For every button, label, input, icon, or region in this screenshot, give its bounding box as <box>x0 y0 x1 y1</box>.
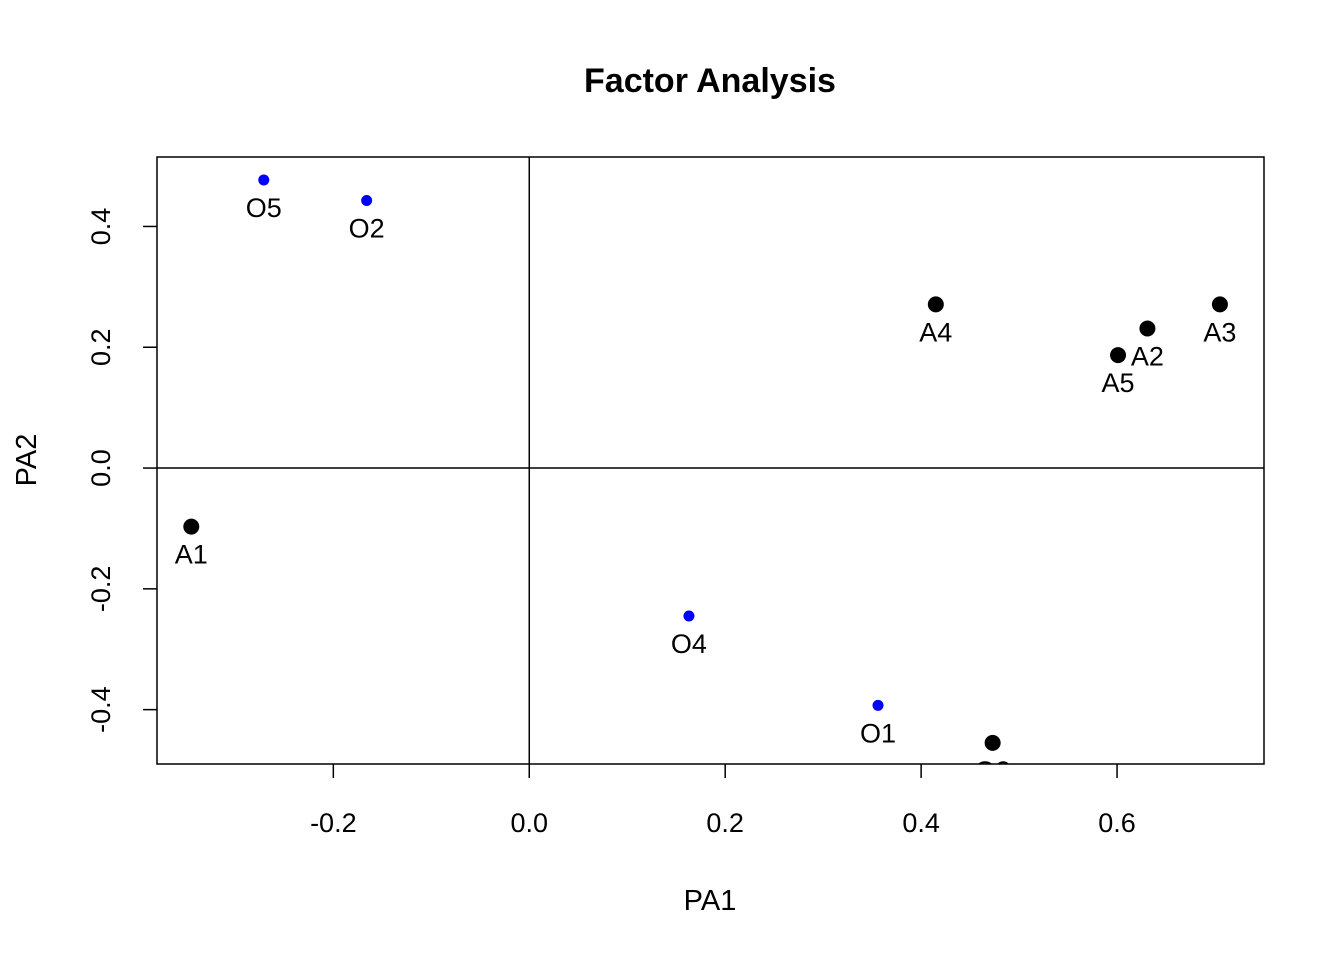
y-tick-label: 0.2 <box>86 328 116 366</box>
y-tick-label: -0.2 <box>86 566 116 613</box>
data-point-a1 <box>183 518 200 535</box>
data-point-o2 <box>361 194 373 206</box>
data-point-a4 <box>927 296 944 313</box>
data-point-a3 <box>1211 296 1228 313</box>
point-label-o4: O4 <box>671 629 707 659</box>
x-tick-label: 0.2 <box>706 808 744 838</box>
data-points: A1 A2 A3 A4 A5 O3 O1 O2 O4 O5 <box>175 174 1236 786</box>
reference-lines <box>157 157 1264 764</box>
point-label-a4: A4 <box>919 317 952 347</box>
x-axis: -0.2 0.0 0.2 0.4 0.6 <box>310 764 1136 838</box>
chart-title: Factor Analysis <box>584 62 836 100</box>
plot-frame <box>156 156 1265 765</box>
y-tick-label: 0.0 <box>86 449 116 487</box>
data-point-o3 <box>984 734 1001 751</box>
point-label-a5: A5 <box>1102 368 1135 398</box>
data-point-o1 <box>872 699 884 711</box>
point-label-a1: A1 <box>175 540 208 570</box>
y-axis: -0.4 -0.2 0.0 0.2 0.4 <box>86 208 157 733</box>
x-tick-label: -0.2 <box>310 808 357 838</box>
x-tick-label: 0.4 <box>902 808 940 838</box>
y-tick-label: -0.4 <box>86 686 116 733</box>
data-point-a5 <box>1110 347 1127 364</box>
y-axis-title: PA2 <box>11 434 43 487</box>
data-point-a2 <box>1139 320 1156 337</box>
point-label-o1: O1 <box>860 718 896 748</box>
point-label-o5: O5 <box>246 193 282 223</box>
point-label-a2: A2 <box>1131 342 1164 372</box>
y-tick-label: 0.4 <box>86 208 116 246</box>
point-label-o3: O3 <box>975 756 1011 786</box>
point-label-a3: A3 <box>1203 317 1236 347</box>
x-tick-label: 0.0 <box>510 808 548 838</box>
x-axis-title: PA1 <box>684 885 737 917</box>
data-point-o5 <box>258 174 270 186</box>
x-tick-label: 0.6 <box>1098 808 1136 838</box>
data-point-o4 <box>683 610 695 622</box>
point-label-o2: O2 <box>349 213 385 243</box>
